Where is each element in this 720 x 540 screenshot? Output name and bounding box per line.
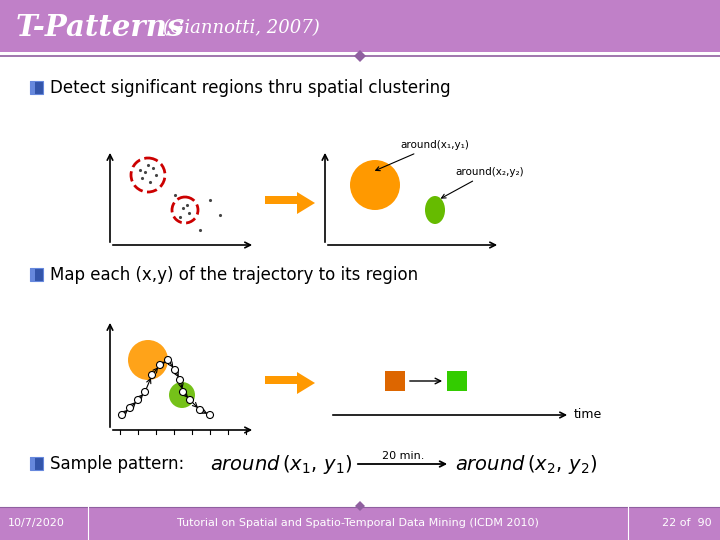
Circle shape: [156, 361, 163, 368]
Polygon shape: [297, 372, 315, 394]
Circle shape: [350, 160, 400, 210]
Text: Map each (x,y) of the trajectory to its region: Map each (x,y) of the trajectory to its …: [50, 266, 418, 284]
Text: around(x₂,y₂): around(x₂,y₂): [441, 167, 523, 198]
Text: $around\,(x_2,\,y_2)$: $around\,(x_2,\,y_2)$: [455, 453, 598, 476]
Text: T-Patterns: T-Patterns: [16, 14, 194, 43]
Circle shape: [171, 367, 179, 374]
Circle shape: [186, 396, 194, 403]
Polygon shape: [354, 50, 366, 62]
Bar: [265, 376, 297, 384]
Circle shape: [142, 388, 148, 395]
Circle shape: [179, 388, 186, 395]
Text: Sample pattern:: Sample pattern:: [50, 455, 184, 473]
Circle shape: [135, 396, 142, 403]
Polygon shape: [297, 192, 315, 214]
Polygon shape: [355, 501, 365, 511]
Text: time: time: [574, 408, 602, 422]
Circle shape: [164, 356, 171, 363]
Bar: [30, 268, 35, 281]
Bar: [30, 457, 35, 470]
Circle shape: [127, 404, 133, 411]
Bar: [0, 0, 720, 52]
Ellipse shape: [425, 196, 445, 224]
Circle shape: [119, 411, 125, 418]
Text: $around\,(x_1,\,y_1)$: $around\,(x_1,\,y_1)$: [210, 453, 353, 476]
Bar: [30, 268, 43, 281]
Text: 22 of  90: 22 of 90: [662, 518, 712, 528]
Circle shape: [128, 340, 168, 380]
Circle shape: [176, 376, 184, 383]
Bar: [385, 371, 405, 391]
Text: (Giannotti, 2007): (Giannotti, 2007): [163, 19, 320, 37]
Circle shape: [207, 411, 214, 418]
Circle shape: [197, 407, 204, 414]
Bar: [30, 81, 43, 94]
Bar: [0, 506, 720, 540]
Bar: [30, 81, 35, 94]
Text: around(x₁,y₁): around(x₁,y₁): [376, 140, 469, 171]
Circle shape: [148, 372, 156, 379]
Circle shape: [169, 382, 195, 408]
Bar: [265, 196, 297, 204]
Text: 20 min.: 20 min.: [382, 451, 424, 461]
Text: 10/7/2020: 10/7/2020: [8, 518, 65, 528]
Bar: [30, 457, 43, 470]
Text: Tutorial on Spatial and Spatio-Temporal Data Mining (ICDM 2010): Tutorial on Spatial and Spatio-Temporal …: [177, 518, 539, 528]
Bar: [447, 371, 467, 391]
Text: Detect significant regions thru spatial clustering: Detect significant regions thru spatial …: [50, 79, 451, 97]
